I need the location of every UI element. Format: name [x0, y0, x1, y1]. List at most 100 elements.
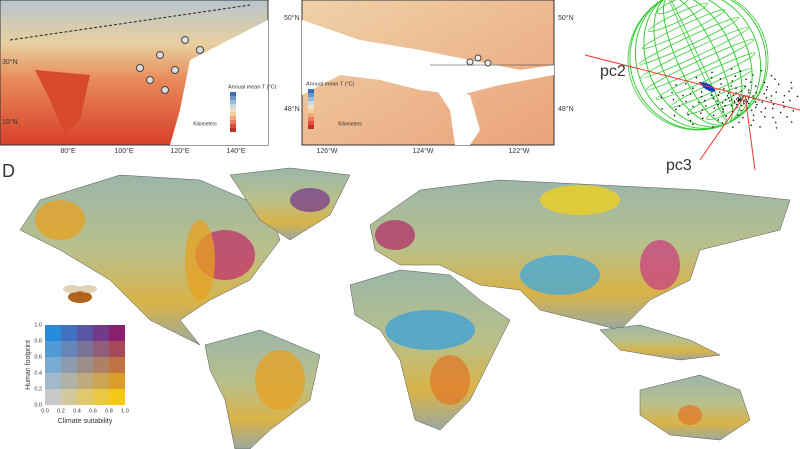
site: [136, 64, 144, 72]
point: [735, 103, 738, 106]
point: [717, 94, 720, 96]
label: 126°W: [316, 147, 337, 155]
label: 48°N: [284, 105, 300, 113]
legend-swatch: [230, 108, 236, 112]
legend-cell: [45, 357, 61, 373]
point: [727, 92, 730, 95]
legend-cell: [109, 341, 125, 357]
point: [786, 116, 788, 118]
point: [745, 78, 747, 81]
point: [738, 121, 740, 124]
tropic-line: [9, 4, 251, 41]
pc-axis: [699, 94, 746, 161]
point: [737, 100, 739, 103]
point: [703, 99, 706, 102]
label: 100°E: [114, 147, 133, 155]
mesh: [656, 0, 689, 15]
label: Annual mean T (°C): [228, 84, 277, 90]
point: [752, 114, 755, 116]
mesh: [643, 0, 753, 128]
point: [743, 99, 745, 102]
legend-swatch: [230, 100, 236, 104]
suitability-patch: [640, 240, 680, 290]
label: 0.4: [73, 408, 81, 414]
pc-axis: [744, 94, 756, 171]
site: [474, 54, 482, 62]
legend-cell: [61, 389, 77, 405]
point: [775, 127, 778, 129]
point: [744, 85, 746, 88]
point: [716, 100, 719, 102]
point: [742, 101, 745, 103]
mesh: [643, 0, 753, 128]
mesh: [640, 26, 749, 79]
land: [229, 167, 351, 241]
point: [770, 95, 773, 97]
mesh: [629, 0, 767, 130]
hornet-wing: [63, 285, 81, 293]
point: [730, 85, 732, 87]
point: [733, 101, 736, 104]
point: [774, 78, 776, 80]
point: [754, 101, 757, 103]
point: [766, 86, 769, 88]
point: [700, 91, 703, 93]
point: [731, 80, 734, 82]
point: [705, 105, 707, 107]
legend-cell: [77, 357, 93, 373]
point: [724, 104, 726, 107]
point: [742, 116, 744, 119]
point: [747, 102, 750, 105]
point: [699, 112, 702, 114]
point: [735, 87, 737, 89]
point: [748, 91, 750, 94]
point: [747, 89, 750, 91]
mesh: [686, 85, 747, 115]
point: [737, 96, 740, 99]
point: [770, 99, 772, 102]
point: [678, 105, 681, 107]
point: [710, 76, 713, 79]
legend-swatch: [308, 121, 314, 125]
point: [721, 122, 724, 124]
legend-cell: [109, 373, 125, 389]
point: [721, 101, 724, 104]
point: [682, 94, 684, 97]
label: 140°E: [226, 147, 245, 155]
label: pc3: [666, 157, 692, 174]
point: [752, 74, 754, 76]
legend-cell: [61, 341, 77, 357]
point: [737, 114, 739, 116]
point: [727, 97, 730, 99]
legend-cell: [45, 325, 61, 341]
suitability-patch: [185, 220, 215, 300]
label: 50°N: [284, 14, 300, 22]
point: [788, 90, 790, 93]
label: 0.6: [89, 408, 97, 414]
hornet-body: [68, 291, 92, 303]
legend-swatch: [308, 109, 314, 113]
point: [699, 81, 701, 84]
label: 124°W: [412, 147, 433, 155]
point: [796, 95, 799, 98]
label: 0.8: [34, 338, 42, 344]
suitability-patch: [290, 188, 330, 212]
point: [673, 114, 676, 117]
legend-swatch: [308, 117, 314, 121]
label: 0.6: [34, 354, 42, 360]
legend-swatch: [308, 89, 314, 93]
legend-swatch: [308, 125, 314, 129]
point: [698, 101, 700, 104]
legend-swatch: [230, 120, 236, 124]
label: 0.4: [34, 370, 42, 376]
point: [775, 91, 778, 93]
point: [777, 83, 780, 86]
legend-cell: [61, 325, 77, 341]
label: Kilometers: [338, 121, 362, 127]
point: [774, 121, 777, 124]
land: [599, 324, 721, 361]
point: [726, 95, 729, 97]
legend-cell: [61, 357, 77, 373]
legend-swatch: [308, 113, 314, 117]
land: [369, 179, 791, 331]
